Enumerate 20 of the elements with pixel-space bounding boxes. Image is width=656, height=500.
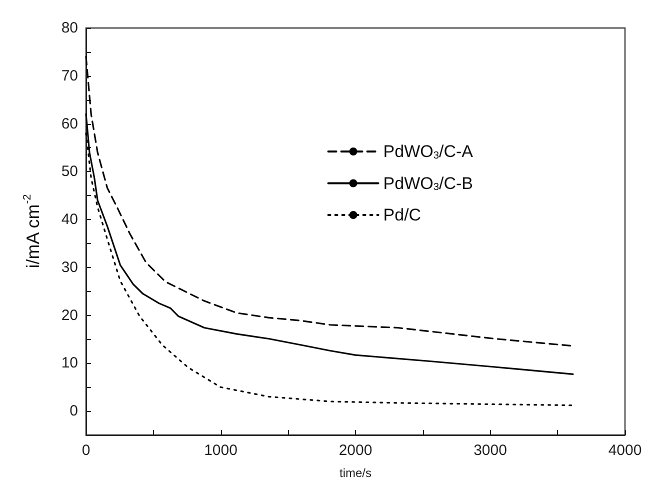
y-tick-label: 50 xyxy=(61,163,78,180)
x-tick-label: 4000 xyxy=(608,442,642,459)
y-tick-label: 10 xyxy=(61,354,78,372)
legend-label: PdWO3/C-A xyxy=(383,142,474,162)
y-tick-label: 30 xyxy=(61,258,78,276)
y-tick-label: 60 xyxy=(61,115,78,132)
y-tick-label: 0 xyxy=(70,402,78,420)
x-tick-label: 0 xyxy=(82,442,90,459)
legend-label: Pd/C xyxy=(383,206,422,224)
x-tick-label: 3000 xyxy=(474,442,507,459)
x-tick-label: 1000 xyxy=(204,442,238,459)
x-tick-label: 2000 xyxy=(338,442,372,459)
y-tick-label: 20 xyxy=(61,306,78,324)
legend-label: PdWO3/C-B xyxy=(383,174,473,193)
y-tick-label: 80 xyxy=(61,20,78,36)
line-series xyxy=(85,56,574,347)
y-tick-label: 40 xyxy=(61,211,78,228)
x-axis-title: time/s xyxy=(339,466,372,480)
y-tick-label: 70 xyxy=(61,67,78,84)
y-axis-title: i/mA cm-2 xyxy=(22,194,44,268)
